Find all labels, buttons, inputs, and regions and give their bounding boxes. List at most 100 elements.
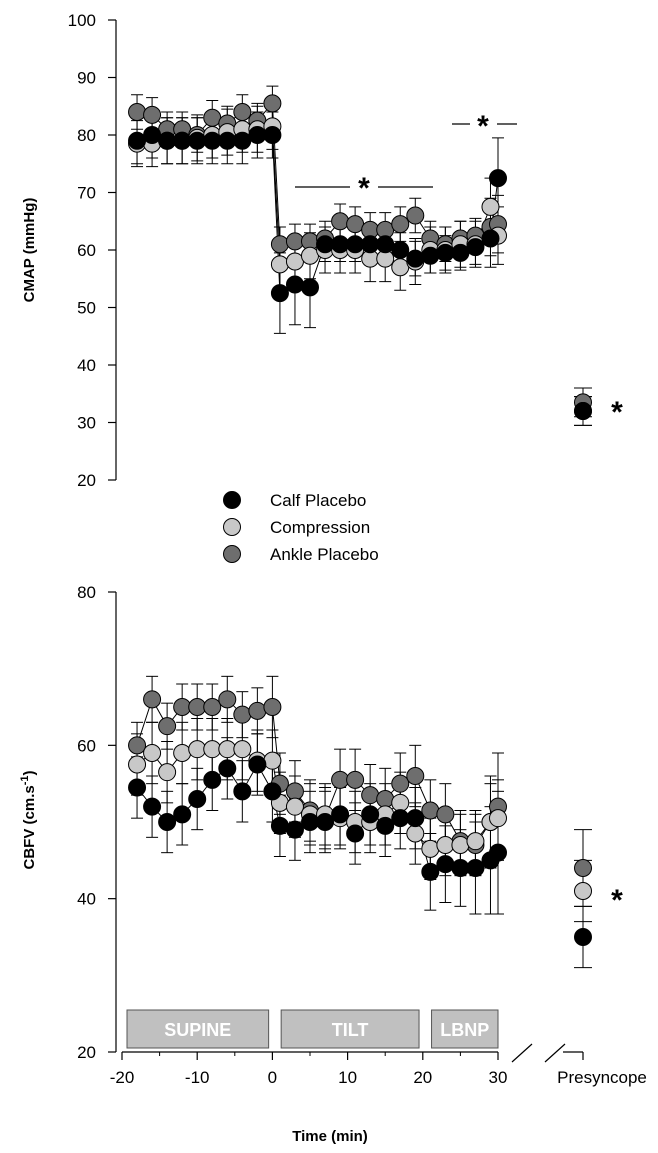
cbfv-point-ankle-placebo xyxy=(391,774,410,793)
cmap-point-compression xyxy=(285,252,304,271)
cbfv-point-ankle-placebo xyxy=(361,786,380,805)
presyncope-tick-label: Presyncope xyxy=(557,1068,647,1087)
cbfv-point-compression xyxy=(173,744,192,762)
cbfv-point-ankle-placebo xyxy=(143,690,162,709)
cmap-point-ankle-placebo xyxy=(233,103,252,121)
cbfv-point-ankle-placebo xyxy=(331,770,350,789)
cbfv-point-compression xyxy=(489,809,507,828)
phase-label-lbnp: LBNP xyxy=(440,1020,489,1040)
cmap-point-ankle-placebo xyxy=(285,232,304,251)
cbfv-point-compression xyxy=(188,740,207,759)
cbfv-point-ankle-placebo xyxy=(436,805,455,824)
cbfv-point-calf-placebo xyxy=(203,770,222,789)
cbfv-point-calf-placebo xyxy=(466,859,485,877)
cmap-y-tick-label-80: 80 xyxy=(77,126,96,145)
cbfv-point-ankle-placebo xyxy=(233,705,252,724)
cmap-y-tick-label-60: 60 xyxy=(77,241,96,260)
legend-marker-compression xyxy=(223,518,241,536)
cbfv-point-ankle-placebo xyxy=(158,717,177,736)
cmap-y-tick-label-20: 20 xyxy=(77,471,96,490)
cbfv-point-calf-placebo xyxy=(143,797,162,816)
cbfv-point-compression xyxy=(143,744,162,762)
cbfv-presyncope-point-ankle-placebo xyxy=(574,859,592,877)
cbfv-point-compression xyxy=(391,793,410,812)
cbfv-point-calf-placebo xyxy=(331,805,350,824)
cbfv-point-calf-placebo xyxy=(436,855,455,874)
cmap-y-tick-label-90: 90 xyxy=(77,69,96,88)
x-tick-label-20: 20 xyxy=(413,1068,432,1087)
cbfv-presyncope-significance-star: * xyxy=(611,884,623,917)
legend-marker-ankle-placebo xyxy=(223,545,241,563)
cmap-point-calf-placebo xyxy=(188,131,207,150)
cbfv-point-calf-placebo xyxy=(421,862,440,881)
x-tick-label-30: 30 xyxy=(489,1068,508,1087)
cmap-y-axis-title: CMAP (mmHg) xyxy=(21,198,38,303)
cbfv-point-ankle-placebo xyxy=(173,698,192,716)
cmap-point-calf-placebo xyxy=(391,241,410,259)
cmap-point-calf-placebo xyxy=(361,235,380,254)
cbfv-presyncope-point-compression xyxy=(574,882,592,900)
cmap-point-compression xyxy=(270,255,289,274)
cmap-presyncope-significance-star: * xyxy=(611,396,623,429)
x-tick-label-0: 0 xyxy=(268,1068,277,1087)
cbfv-y-tick-label-60: 60 xyxy=(77,736,96,755)
cbfv-point-compression xyxy=(128,755,147,774)
cmap-point-calf-placebo xyxy=(218,131,237,150)
cbfv-point-ankle-placebo xyxy=(248,701,267,720)
cbfv-point-ankle-placebo xyxy=(421,801,440,820)
cmap-y-tick-label-70: 70 xyxy=(77,184,96,203)
phase-label-supine: SUPINE xyxy=(164,1020,231,1040)
cbfv-y-ticks: 20 40 60 80 xyxy=(77,583,116,1062)
cmap-panel: 20 30 40 50 60 70 80 90 100 CMAP (mmHg) * * * xyxy=(21,11,623,490)
cmap-point-calf-placebo xyxy=(128,131,147,150)
phase-label-tilt: TILT xyxy=(332,1020,369,1040)
cbfv-point-ankle-placebo xyxy=(203,698,222,716)
cmap-presyncope-point-calf-placebo xyxy=(574,402,592,420)
phase-box-lbnp xyxy=(431,1009,499,1049)
cbfv-point-compression xyxy=(233,740,252,759)
cmap-point-calf-placebo xyxy=(285,275,304,294)
cbfv-point-ankle-placebo xyxy=(218,690,237,709)
x-tick-label-10: 10 xyxy=(338,1068,357,1087)
cmap-point-calf-placebo xyxy=(203,131,222,150)
cbfv-y-tick-label-20: 20 xyxy=(77,1043,96,1062)
cmap-point-ankle-placebo xyxy=(391,215,410,234)
cbfv-point-calf-placebo xyxy=(489,843,507,862)
cbfv-point-ankle-placebo xyxy=(263,698,282,716)
cmap-point-calf-placebo xyxy=(466,238,485,257)
legend-label-compression: Compression xyxy=(270,518,370,537)
cmap-point-calf-placebo xyxy=(316,235,335,254)
cbfv-point-calf-placebo xyxy=(218,759,237,778)
cbfv-point-compression xyxy=(436,836,455,854)
cbfv-y-axis-title: CBFV (cm.s-1) xyxy=(19,771,38,870)
cmap-point-calf-placebo xyxy=(481,229,500,248)
legend: Calf Placebo Compression Ankle Placebo xyxy=(223,491,379,564)
cmap-y-tick-label-40: 40 xyxy=(77,356,96,375)
cmap-point-compression xyxy=(301,246,319,265)
cbfv-point-calf-placebo xyxy=(346,824,365,843)
cmap-point-ankle-placebo xyxy=(406,206,425,225)
x-axis-title: Time (min) xyxy=(292,1128,368,1145)
cmap-point-calf-placebo xyxy=(489,169,507,188)
cbfv-point-calf-placebo xyxy=(301,813,319,831)
cmap-point-calf-placebo xyxy=(331,235,350,254)
phase-box-tilt xyxy=(280,1009,420,1049)
legend-label-calf-placebo: Calf Placebo xyxy=(270,491,366,510)
cmap-point-calf-placebo xyxy=(451,243,470,262)
cmap-point-calf-placebo xyxy=(158,131,177,150)
cbfv-y-tick-label-80: 80 xyxy=(77,583,96,602)
cbfv-point-calf-placebo xyxy=(391,809,410,828)
cbfv-point-calf-placebo xyxy=(248,755,267,774)
cbfv-point-calf-placebo xyxy=(451,859,470,877)
cbfv-point-compression xyxy=(203,740,222,759)
cmap-y-tick-label-50: 50 xyxy=(77,299,96,318)
cmap-point-calf-placebo xyxy=(301,278,319,297)
phase-box-supine xyxy=(126,1009,270,1049)
axis-break-mark-left xyxy=(511,1043,533,1063)
cbfv-y-tick-label-40: 40 xyxy=(77,890,96,909)
x-tick-label--20: -20 xyxy=(110,1068,135,1087)
cmap-y-ticks: 20 30 40 50 60 70 80 90 100 xyxy=(68,11,116,490)
cmap-point-compression xyxy=(391,258,410,277)
